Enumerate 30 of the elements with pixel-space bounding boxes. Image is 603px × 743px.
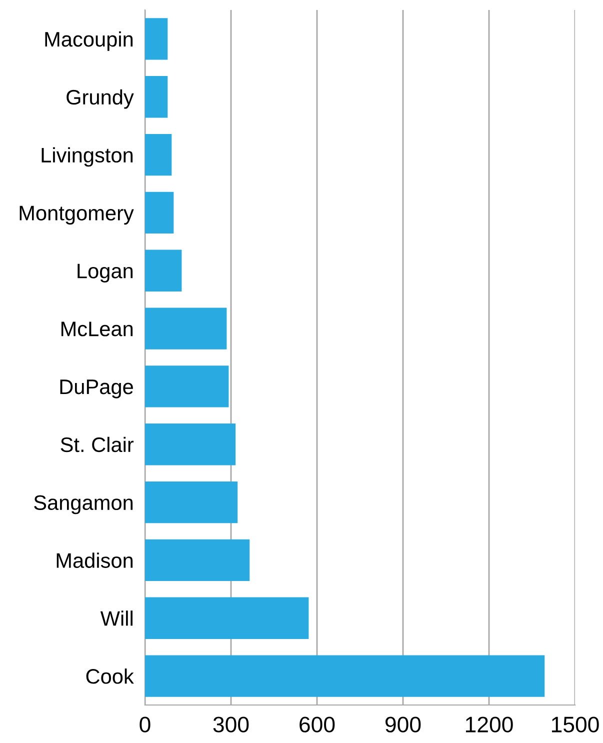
- y-tick-label: Madison: [56, 552, 133, 568]
- y-tick-label: McLean: [61, 322, 133, 336]
- y-tick-label: Logan: [78, 264, 133, 282]
- bar: [145, 192, 174, 234]
- y-tick-label: Livingston: [42, 147, 133, 167]
- bar: [145, 134, 172, 176]
- bar: [145, 481, 238, 524]
- bar: [145, 308, 227, 350]
- y-tick-label: St. Clair: [60, 436, 134, 452]
- y-tick-label: Will: [100, 610, 132, 626]
- bar: [145, 366, 229, 408]
- y-tick-label: Grundy: [66, 89, 134, 109]
- y-tick-label: Sangamon: [34, 495, 133, 514]
- y-tick-label: Cook: [86, 668, 134, 684]
- x-tick-label: 0: [140, 716, 150, 732]
- bar: [145, 76, 168, 118]
- bar: [145, 655, 545, 697]
- bar: [145, 539, 250, 582]
- x-tick-label: 900: [386, 716, 421, 732]
- y-tick-label: Macoupin: [45, 31, 133, 51]
- x-tick-label: 1500: [552, 716, 599, 732]
- x-tick-label: 600: [300, 716, 335, 732]
- bar: [145, 250, 182, 292]
- bar: [145, 18, 168, 60]
- bar: [145, 597, 309, 639]
- bar: [145, 424, 236, 466]
- x-tick-label: 300: [213, 716, 249, 732]
- y-tick-label: DuPage: [60, 380, 133, 398]
- x-tick-label: 1200: [466, 716, 513, 732]
- y-tick-label: Montgomery: [20, 206, 134, 225]
